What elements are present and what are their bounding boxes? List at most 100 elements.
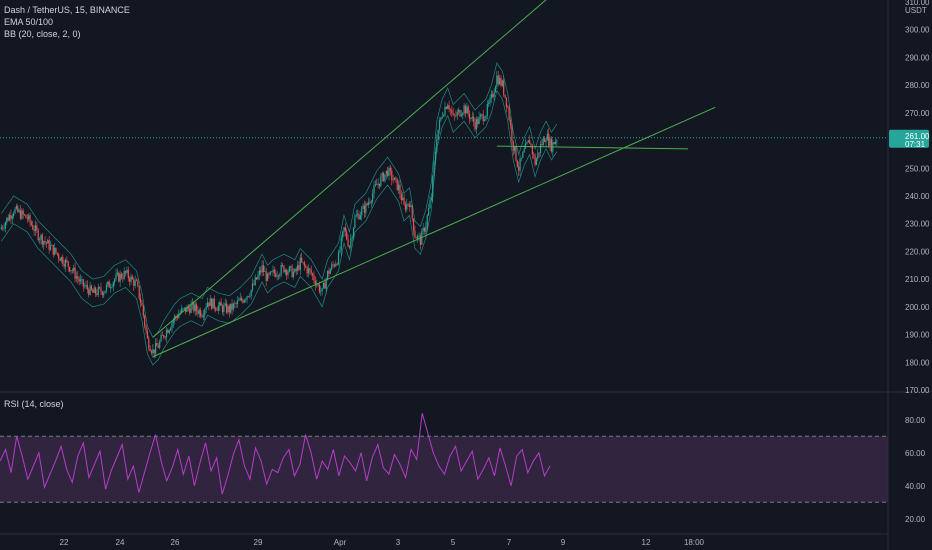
candle-body: [339, 250, 341, 252]
rsi-tick-label: 80.00: [905, 416, 926, 425]
candle-body: [14, 208, 16, 214]
candle-body: [202, 315, 204, 317]
candle-body: [314, 280, 316, 286]
candle-body: [348, 246, 351, 248]
time-tick-label: 12: [642, 538, 651, 547]
candle-body: [378, 183, 381, 187]
candle-body: [163, 335, 165, 338]
price-tick-label: 290.00: [905, 53, 930, 62]
candle-body: [455, 115, 457, 116]
candle-body: [299, 257, 301, 270]
candle-body: [377, 183, 379, 185]
candle-body: [105, 284, 108, 291]
candle-body: [164, 337, 166, 338]
candle-body: [89, 285, 91, 295]
candle-body: [389, 167, 391, 171]
candle-body: [456, 112, 458, 116]
ema-indicator-label[interactable]: EMA 50/100: [4, 17, 54, 27]
symbol-title[interactable]: Dash / TetherUS, 15, BINANCE: [4, 5, 130, 15]
candle-body: [56, 252, 58, 255]
candle-body: [109, 287, 112, 289]
price-tick-label: 220.00: [905, 247, 930, 256]
candle-body: [216, 309, 218, 311]
candle-body: [504, 94, 506, 98]
candle-body: [362, 205, 364, 209]
candle-body: [464, 105, 467, 114]
candle-body: [112, 282, 114, 288]
candle-body: [438, 120, 441, 130]
candle-body: [306, 267, 308, 274]
candle-body: [553, 142, 555, 145]
candle-body: [171, 323, 173, 329]
candle-body: [92, 289, 94, 293]
candle-body: [522, 152, 524, 158]
candle-body: [33, 229, 35, 232]
candle-body: [230, 303, 232, 313]
candle-body: [376, 184, 378, 185]
candle-body: [492, 94, 494, 97]
candle-body: [515, 146, 517, 161]
candle-body: [26, 217, 28, 220]
candle-body: [415, 237, 417, 239]
candle-body: [550, 138, 553, 152]
candle-body: [441, 116, 443, 118]
candle-body: [220, 302, 222, 306]
candle-body: [316, 284, 318, 286]
candle-body: [423, 228, 426, 232]
candle-body: [466, 106, 468, 114]
candle-body: [36, 225, 38, 230]
candle-body: [153, 349, 155, 354]
candle-body: [369, 202, 371, 203]
candle-body: [195, 304, 198, 311]
candle-body: [337, 251, 340, 265]
candle-body: [212, 298, 214, 309]
candle-body: [498, 78, 501, 85]
candle-body: [70, 270, 72, 272]
candle-body: [101, 291, 103, 296]
rsi-legend: RSI (14, close): [4, 398, 64, 410]
candle-body: [260, 270, 262, 273]
rsi-indicator-label[interactable]: RSI (14, close): [4, 399, 64, 409]
candle-body: [32, 224, 34, 230]
candle-body: [373, 185, 375, 194]
candle-body: [193, 302, 195, 312]
candle-body: [452, 113, 454, 115]
candle-body: [130, 276, 132, 282]
candle-body: [539, 144, 542, 153]
candle-body: [544, 138, 546, 143]
candle-body: [141, 303, 143, 306]
candle-body: [336, 263, 338, 265]
candle-body: [283, 265, 285, 273]
last-price-label: 261.00: [905, 132, 930, 141]
candle-body: [250, 290, 252, 297]
candle-body: [47, 240, 49, 244]
candle-body: [116, 272, 118, 275]
candle-body: [210, 298, 213, 309]
candle-body: [344, 227, 346, 232]
candle-body: [365, 203, 367, 213]
candle-body: [280, 264, 282, 275]
candle-body: [482, 114, 484, 121]
candle-body: [309, 268, 311, 271]
candle-body: [384, 174, 386, 182]
candle-body: [122, 278, 124, 279]
candle-body: [161, 335, 164, 336]
candle-body: [232, 303, 235, 310]
candle-body: [209, 298, 211, 307]
candle-body: [37, 229, 39, 241]
time-tick-label: Apr: [334, 538, 347, 547]
candle-body: [481, 114, 483, 116]
bb-indicator-label[interactable]: BB (20, close, 2, 0): [4, 29, 81, 39]
candle-body: [269, 271, 271, 275]
countdown-label: 07:31: [905, 140, 926, 149]
candle-body: [428, 208, 430, 216]
candle-body: [429, 199, 431, 209]
candle-body: [157, 346, 159, 348]
candle-body: [25, 214, 27, 218]
candle-body: [511, 125, 513, 141]
candle-body: [178, 314, 180, 318]
candle-body: [58, 254, 60, 259]
rsi-tick-label: 60.00: [905, 449, 926, 458]
candle-body: [11, 216, 13, 219]
